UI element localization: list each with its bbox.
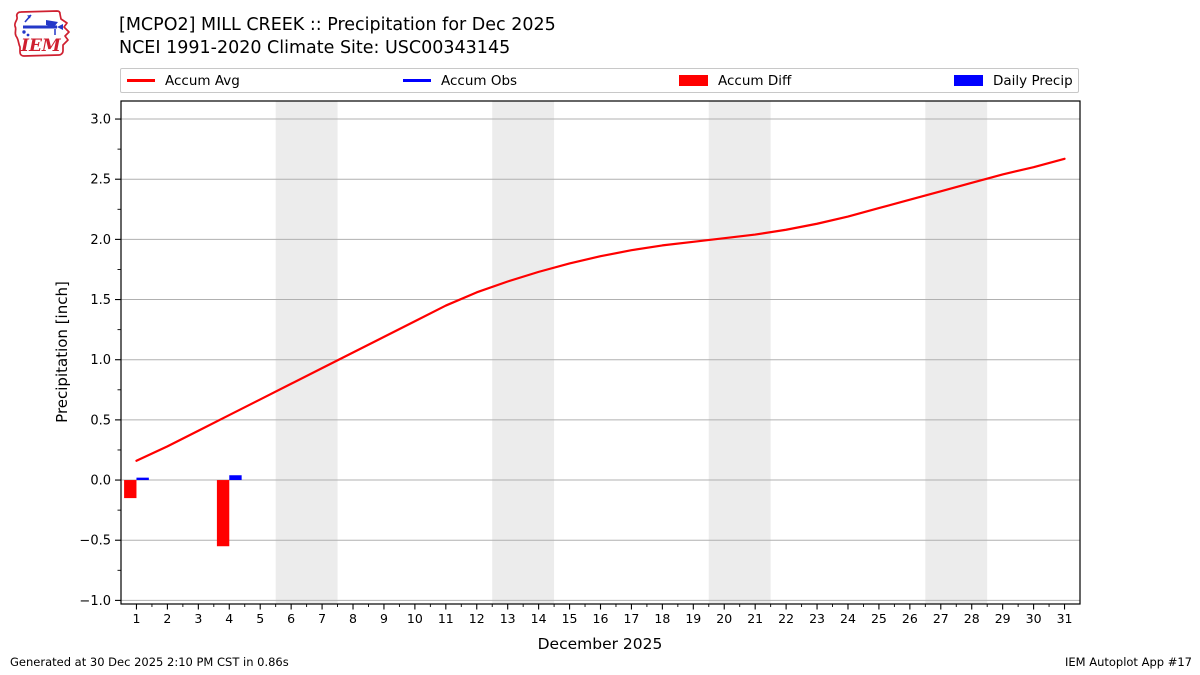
accum-avg-line-swatch-icon <box>127 79 155 82</box>
generated-timestamp: Generated at 30 Dec 2025 2:10 PM CST in … <box>10 655 289 669</box>
daily-precip-rect-swatch-icon <box>954 75 983 86</box>
svg-text:3: 3 <box>194 611 202 626</box>
series-daily-precip <box>136 475 242 481</box>
legend-label-accum-diff: Accum Diff <box>718 72 792 89</box>
x-axis-ticks: 1 2 3 4 5 6 7 8 9 10 11 12 13 14 15 16 17 18 19 20 21 22 23 24 2… <box>132 604 1072 626</box>
svg-text:6: 6 <box>287 611 295 626</box>
svg-text:26: 26 <box>902 611 918 626</box>
svg-text:30: 30 <box>1026 611 1042 626</box>
accum-diff-rect-swatch-icon <box>679 75 708 86</box>
iem-logo: IEM <box>8 6 76 64</box>
svg-text:2.5: 2.5 <box>90 173 111 188</box>
svg-text:24: 24 <box>840 611 856 626</box>
svg-text:14: 14 <box>531 611 547 626</box>
weekend-bands <box>275 101 988 604</box>
weathervane-glyph <box>22 14 63 37</box>
svg-text:17: 17 <box>623 611 639 626</box>
legend-item-accum-avg: Accum Avg <box>127 69 240 92</box>
y-axis-label: Precipitation [inch] <box>53 281 71 423</box>
svg-text:12: 12 <box>469 611 485 626</box>
iowa-outline-weathervane-icon: IEM <box>13 10 70 57</box>
svg-text:27: 27 <box>933 611 949 626</box>
svg-text:8: 8 <box>349 611 357 626</box>
svg-text:9: 9 <box>380 611 388 626</box>
svg-text:10: 10 <box>407 611 423 626</box>
accum-obs-line-swatch-icon <box>403 79 431 82</box>
svg-text:4: 4 <box>225 611 233 626</box>
svg-text:16: 16 <box>593 611 609 626</box>
svg-text:−0.5: −0.5 <box>79 534 111 549</box>
gridlines <box>121 118 1080 601</box>
app-credit: IEM Autoplot App #17 <box>1064 655 1192 669</box>
legend-label-accum-avg: Accum Avg <box>165 72 240 89</box>
legend: Accum Avg Accum Obs Accum Diff Daily Pre… <box>120 68 1079 93</box>
legend-label-daily-precip: Daily Precip <box>993 72 1073 89</box>
svg-text:1: 1 <box>132 611 140 626</box>
x-axis-label: December 2025 <box>537 635 663 653</box>
svg-text:28: 28 <box>964 611 980 626</box>
svg-text:21: 21 <box>747 611 763 626</box>
svg-text:1.5: 1.5 <box>90 293 111 308</box>
svg-text:3.0: 3.0 <box>90 113 111 128</box>
svg-text:23: 23 <box>809 611 825 626</box>
svg-text:25: 25 <box>871 611 887 626</box>
svg-text:2.0: 2.0 <box>90 233 111 248</box>
logo-text: IEM <box>20 36 62 56</box>
chart-title: [MCPO2] MILL CREEK :: Precipitation for … <box>119 15 556 35</box>
svg-text:0.5: 0.5 <box>90 413 111 428</box>
svg-text:7: 7 <box>318 611 326 626</box>
legend-label-accum-obs: Accum Obs <box>441 72 518 89</box>
svg-text:20: 20 <box>716 611 732 626</box>
svg-text:15: 15 <box>562 611 578 626</box>
svg-text:18: 18 <box>654 611 670 626</box>
svg-text:11: 11 <box>438 611 454 626</box>
svg-text:2: 2 <box>163 611 171 626</box>
series-accum-diff <box>124 480 230 547</box>
svg-text:19: 19 <box>685 611 701 626</box>
legend-item-accum-diff: Accum Diff <box>679 69 791 92</box>
title-block: [MCPO2] MILL CREEK :: Precipitation for … <box>119 14 556 59</box>
y-axis-ticks: −1.0 −0.5 0.0 0.5 1.0 1.5 2.0 2.5 3.0 <box>79 113 121 609</box>
svg-text:22: 22 <box>778 611 794 626</box>
svg-text:5: 5 <box>256 611 264 626</box>
svg-text:29: 29 <box>995 611 1011 626</box>
svg-text:−1.0: −1.0 <box>79 594 111 609</box>
svg-text:31: 31 <box>1057 611 1073 626</box>
legend-item-accum-obs: Accum Obs <box>403 69 517 92</box>
svg-text:0.0: 0.0 <box>90 474 111 489</box>
chart-subtitle: NCEI 1991-2020 Climate Site: USC00343145 <box>119 37 511 58</box>
legend-item-daily-precip: Daily Precip <box>954 69 1073 92</box>
series-accum-avg <box>135 157 1066 462</box>
svg-text:1.0: 1.0 <box>90 353 111 368</box>
svg-text:13: 13 <box>500 611 516 626</box>
